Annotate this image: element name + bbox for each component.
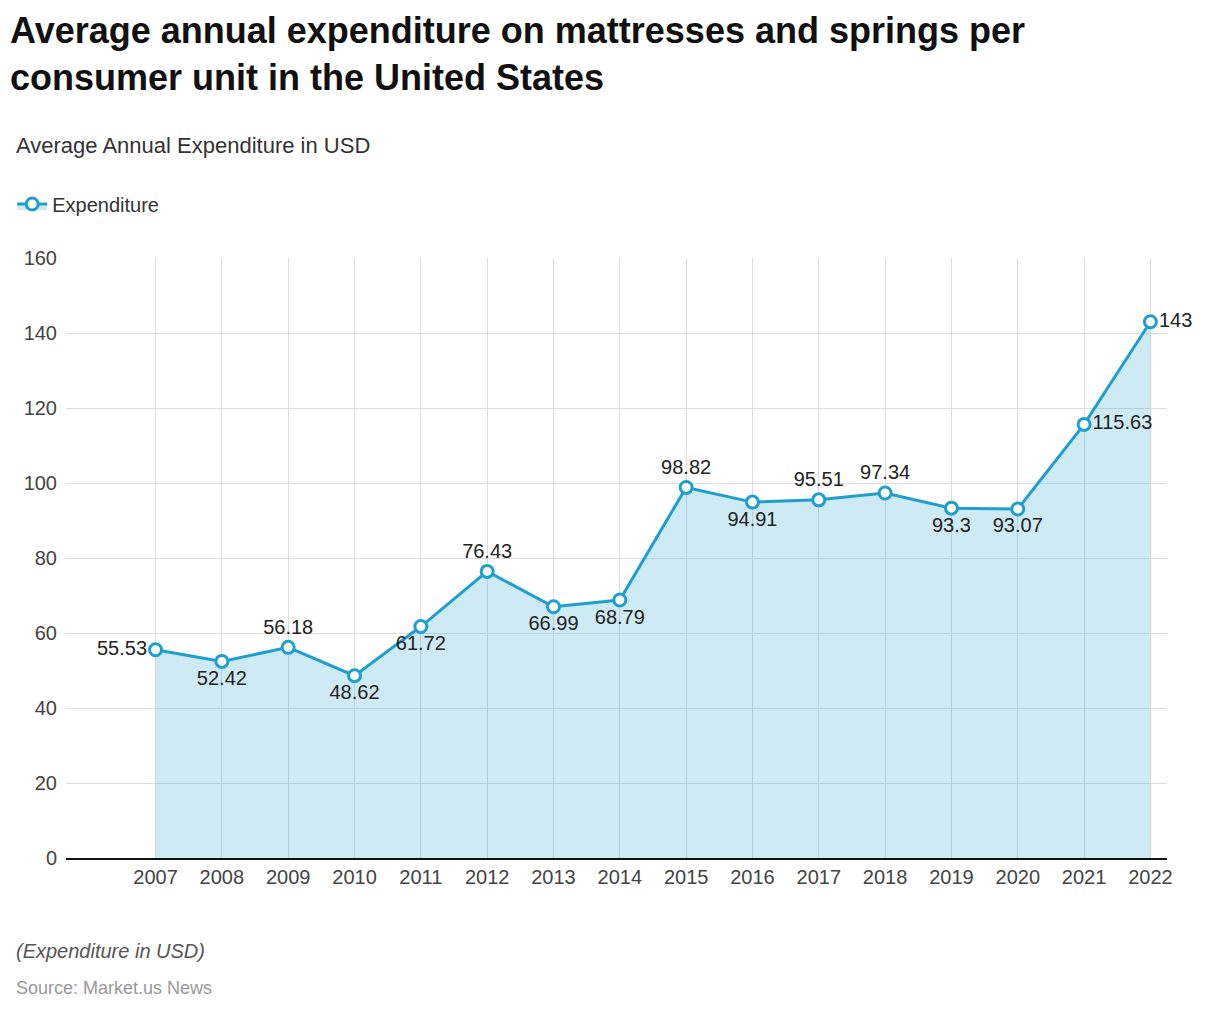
svg-text:Average Annual Expenditure in: Average Annual Expenditure in USD xyxy=(16,133,370,158)
svg-text:93.07: 93.07 xyxy=(993,514,1043,536)
svg-text:2018: 2018 xyxy=(863,866,908,888)
svg-text:2009: 2009 xyxy=(266,866,311,888)
svg-text:2010: 2010 xyxy=(332,866,377,888)
svg-text:56.18: 56.18 xyxy=(263,616,313,638)
svg-text:48.62: 48.62 xyxy=(329,681,379,703)
svg-text:0: 0 xyxy=(46,847,57,869)
svg-text:20: 20 xyxy=(35,772,57,794)
svg-text:95.51: 95.51 xyxy=(794,468,844,490)
svg-text:140: 140 xyxy=(24,322,57,344)
svg-text:2017: 2017 xyxy=(797,866,842,888)
svg-text:76.43: 76.43 xyxy=(462,540,512,562)
svg-text:2008: 2008 xyxy=(200,866,245,888)
svg-text:115.63: 115.63 xyxy=(1093,411,1153,433)
svg-text:2014: 2014 xyxy=(598,866,643,888)
svg-text:2019: 2019 xyxy=(929,866,974,888)
svg-text:2013: 2013 xyxy=(531,866,576,888)
svg-text:55.53: 55.53 xyxy=(97,637,147,659)
svg-text:2011: 2011 xyxy=(399,866,442,888)
svg-text:98.82: 98.82 xyxy=(661,456,711,478)
svg-text:143: 143 xyxy=(1159,309,1192,331)
svg-text:100: 100 xyxy=(24,472,57,494)
svg-text:2012: 2012 xyxy=(465,866,510,888)
svg-text:68.79: 68.79 xyxy=(595,606,645,628)
svg-text:52.42: 52.42 xyxy=(197,667,247,689)
svg-text:160: 160 xyxy=(24,247,57,269)
svg-text:2020: 2020 xyxy=(996,866,1041,888)
svg-text:61.72: 61.72 xyxy=(396,632,446,654)
svg-text:Average annual expenditure on: Average annual expenditure on mattresses… xyxy=(10,10,1025,98)
svg-text:60: 60 xyxy=(35,622,57,644)
svg-text:2022: 2022 xyxy=(1128,866,1173,888)
svg-text:120: 120 xyxy=(24,397,57,419)
svg-text:40: 40 xyxy=(35,697,57,719)
svg-text:Expenditure: Expenditure xyxy=(52,194,159,216)
svg-text:2007: 2007 xyxy=(133,866,178,888)
svg-text:2015: 2015 xyxy=(664,866,709,888)
svg-text:94.91: 94.91 xyxy=(727,508,777,530)
svg-text:80: 80 xyxy=(35,547,57,569)
svg-text:Source: Market.us News: Source: Market.us News xyxy=(16,978,212,998)
svg-text:2021: 2021 xyxy=(1062,866,1107,888)
svg-text:2016: 2016 xyxy=(730,866,775,888)
svg-text:(Expenditure in USD): (Expenditure in USD) xyxy=(16,940,205,962)
svg-text:97.34: 97.34 xyxy=(860,461,910,483)
svg-text:66.99: 66.99 xyxy=(528,612,578,634)
svg-text:93.3: 93.3 xyxy=(932,514,971,536)
